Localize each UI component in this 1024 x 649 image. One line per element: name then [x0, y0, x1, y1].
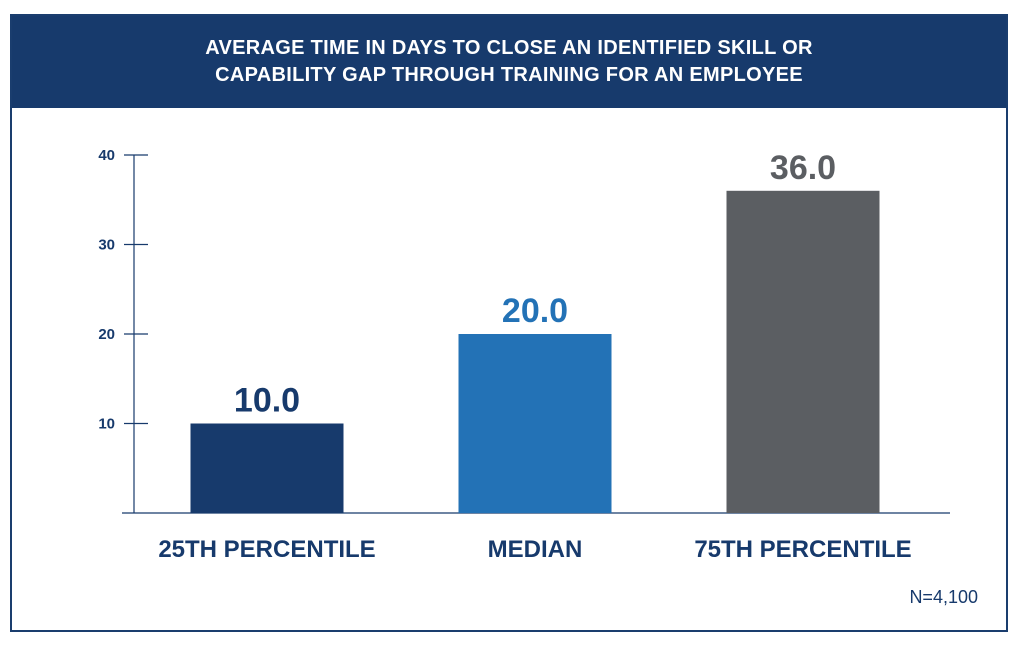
- bar-2: [726, 190, 880, 514]
- bar-value-label-0: 10.0: [234, 382, 300, 420]
- y-tick-label-40: 40: [98, 147, 115, 164]
- y-tick-label-20: 20: [98, 326, 115, 343]
- bar-value-label-2: 36.0: [770, 149, 836, 187]
- y-tick-label-10: 10: [98, 416, 115, 433]
- sample-size-note: N=4,100: [909, 587, 978, 607]
- y-tick-label-30: 30: [98, 237, 115, 254]
- bar-1: [458, 334, 612, 513]
- bar-0: [190, 423, 344, 513]
- bar-value-label-1: 20.0: [502, 292, 568, 330]
- category-label-0: 25TH PERCENTILE: [158, 536, 375, 563]
- chart-title-line-1: AVERAGE TIME IN DAYS TO CLOSE AN IDENTIF…: [205, 37, 813, 59]
- chart-title-line-2: CAPABILITY GAP THROUGH TRAINING FOR AN E…: [215, 64, 803, 86]
- title-bar: AVERAGE TIME IN DAYS TO CLOSE AN IDENTIF…: [12, 16, 1006, 108]
- category-label-1: MEDIAN: [488, 536, 583, 563]
- category-label-2: 75TH PERCENTILE: [694, 536, 911, 563]
